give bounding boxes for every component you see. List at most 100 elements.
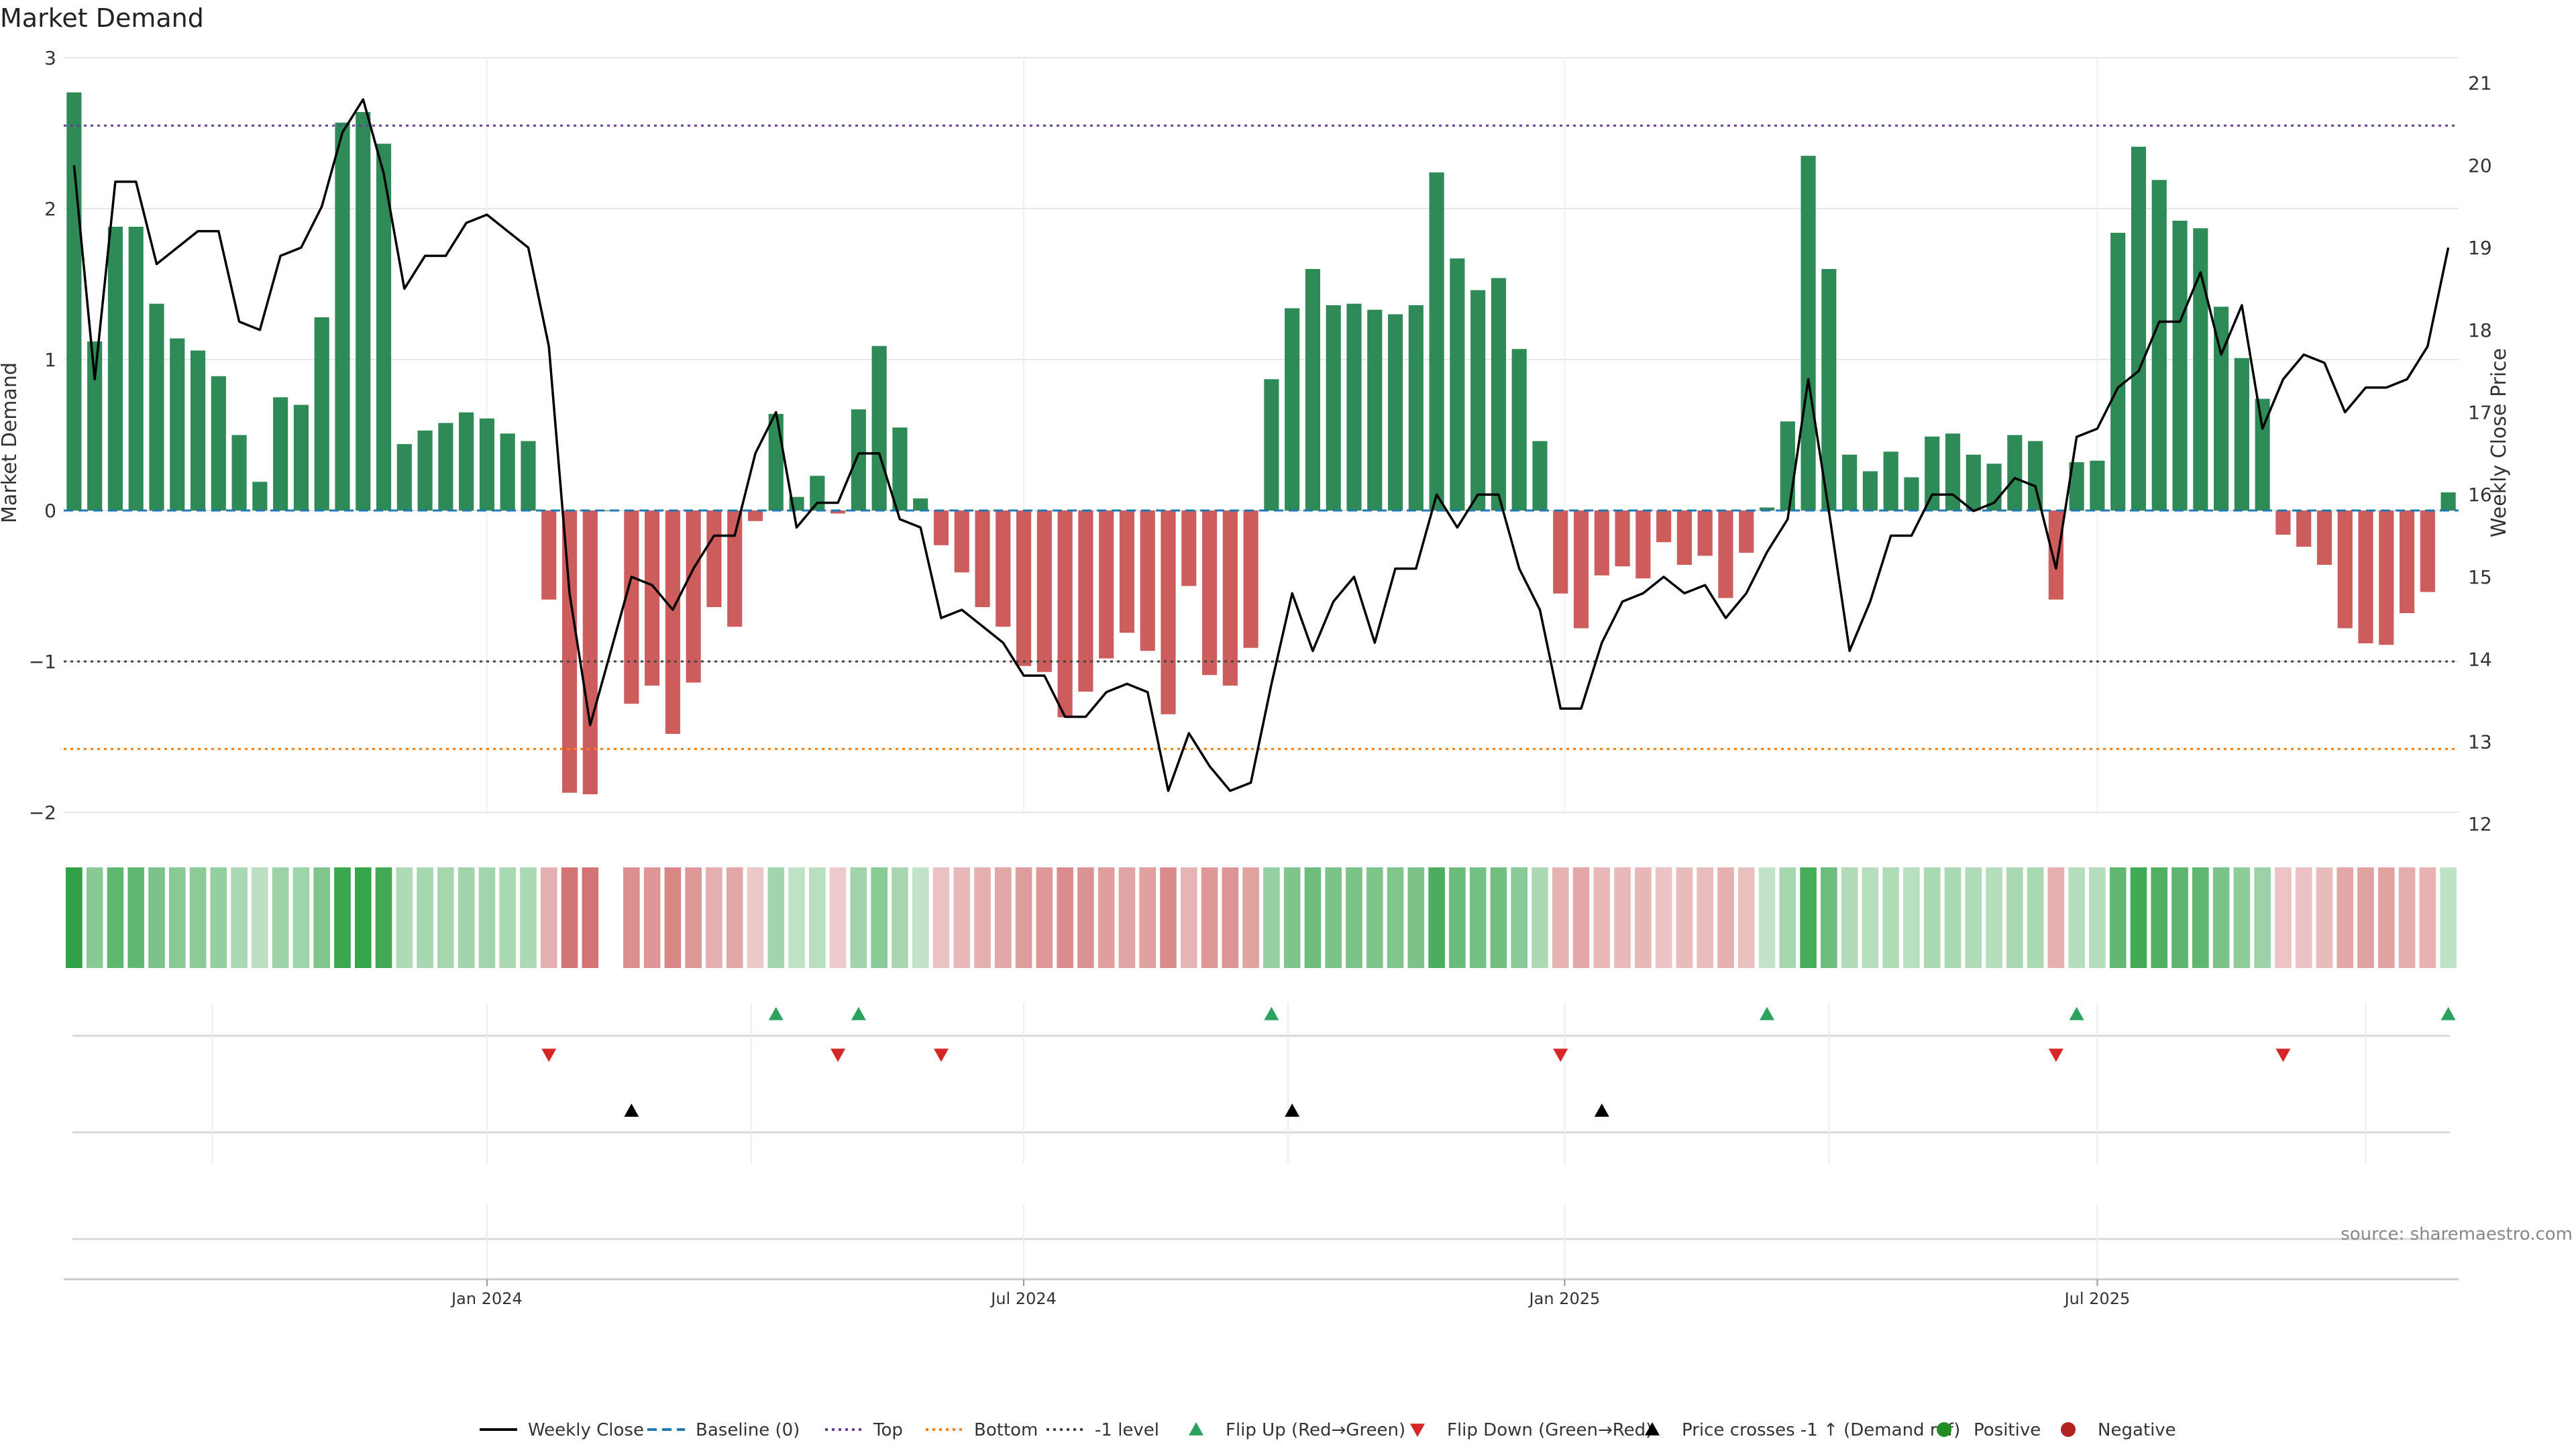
demand-bar (1285, 308, 1300, 511)
demand-bar (1780, 421, 1795, 511)
left-tick-label: 0 (44, 500, 56, 522)
demand-bar (273, 397, 288, 511)
strip-cell (1180, 867, 1197, 968)
flip-up-marker (2440, 1007, 2456, 1020)
strip-cell (1346, 867, 1362, 968)
strip-cell (2130, 867, 2147, 968)
demand-bar (1429, 172, 1444, 511)
legend-label: Flip Up (Red→Green) (1226, 1420, 1405, 1440)
legend: Weekly Close Baseline (0) Top Bottom -1 leve… (480, 1420, 2176, 1440)
strip-cell (272, 867, 289, 968)
demand-bar (2172, 221, 2188, 511)
strip-cell (1118, 867, 1136, 968)
demand-bar (1656, 511, 1672, 543)
strip-cell (1036, 867, 1053, 968)
flip-up-marker (768, 1007, 784, 1020)
demand-bar (335, 122, 350, 511)
legend-swatch (1410, 1424, 1425, 1437)
demand-bar (1305, 269, 1321, 511)
demand-bar (1078, 511, 1093, 692)
strip-cell (1800, 867, 1817, 968)
strip-cell (1697, 867, 1713, 968)
demand-bar (2131, 146, 2147, 511)
strip-cell (809, 867, 826, 968)
strip-cell (2212, 867, 2230, 968)
right-tick-label: 17 (2468, 402, 2492, 424)
demand-bar (2151, 180, 2167, 511)
flip-down-marker (1553, 1049, 1568, 1062)
strip-cell (499, 867, 516, 968)
strip-cell (2254, 867, 2271, 968)
strip-cell (871, 867, 888, 968)
right-tick-label: 20 (2468, 154, 2492, 176)
demand-bar (1387, 314, 1403, 511)
demand-bar (2255, 398, 2270, 511)
demand-bar (2358, 511, 2373, 643)
strip-cell (1222, 867, 1239, 968)
strip-cell (1903, 867, 1920, 968)
legend-label: Price crosses -1 ↑ (Demand ref) (1682, 1420, 1960, 1440)
strip-cell (1490, 867, 1507, 968)
strip-cell (726, 867, 743, 968)
right-tick-label: 12 (2468, 813, 2492, 835)
strip-cell (417, 867, 433, 968)
strip-cell (932, 867, 950, 968)
x-tick-label: Jan 2024 (450, 1289, 523, 1308)
left-tick-label: 3 (44, 47, 56, 69)
strip-cell (623, 867, 640, 968)
demand-bars (66, 92, 2456, 794)
demand-bar (1243, 511, 1258, 648)
strip-cell (1676, 867, 1693, 968)
demand-bar (417, 430, 433, 511)
strip-cell (1717, 867, 1734, 968)
demand-bar (1759, 507, 1775, 511)
demand-bar (66, 92, 82, 511)
demand-bar (810, 476, 825, 511)
demand-bar (1718, 511, 1733, 598)
strip-cell (292, 867, 310, 968)
demand-bar (1470, 290, 1486, 511)
demand-bar (1057, 511, 1073, 718)
strip-cell (2233, 867, 2251, 968)
strip-cell (1923, 867, 1941, 968)
demand-bar (459, 412, 474, 511)
demand-bar (561, 511, 578, 793)
demand-bar (1346, 303, 1362, 511)
strip-cell (1387, 867, 1404, 968)
demand-bar (149, 303, 164, 511)
x-tick-label: Jul 2024 (989, 1289, 1057, 1308)
strip-cell (747, 867, 764, 968)
right-tick-label: 19 (2468, 237, 2492, 259)
demand-bar (686, 511, 701, 683)
strip-cell (1097, 867, 1115, 968)
demand-bar (1862, 471, 1878, 511)
demand-bar (2399, 511, 2415, 613)
left-tick-label: 2 (44, 198, 56, 220)
demand-bar (356, 112, 371, 511)
demand-bar (665, 511, 680, 734)
strip-cell (2047, 867, 2065, 968)
demand-bar (2069, 462, 2084, 511)
demand-bar (727, 511, 743, 627)
strip-cell (2109, 867, 2127, 968)
legend-label: Negative (2098, 1420, 2176, 1440)
strip-cell (1201, 867, 1218, 968)
demand-bar (1553, 511, 1568, 594)
demand-heat-strip (66, 867, 2457, 968)
demand-bar (1450, 258, 1465, 511)
demand-bar (231, 435, 247, 511)
strip-cell (1263, 867, 1280, 968)
legend-label: Baseline (0) (696, 1420, 800, 1440)
chart-title: Market Demand (0, 3, 204, 33)
demand-bar (871, 345, 887, 511)
strip-cell (643, 867, 661, 968)
demand-bar (996, 511, 1011, 627)
strip-cell (334, 867, 351, 968)
strip-cell (437, 867, 454, 968)
strip-cell (2398, 867, 2416, 968)
demand-bar (479, 418, 494, 511)
strip-cell (1841, 867, 1858, 968)
ylabel-left: Market Demand (0, 362, 21, 523)
demand-bar (1966, 454, 1981, 511)
